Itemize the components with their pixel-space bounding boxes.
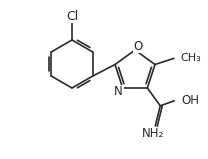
Text: OH: OH	[181, 94, 199, 107]
Text: NH₂: NH₂	[142, 127, 164, 140]
Text: N: N	[114, 86, 123, 98]
Text: O: O	[133, 39, 143, 52]
Text: Cl: Cl	[66, 10, 78, 23]
Text: CH₃: CH₃	[180, 53, 201, 63]
